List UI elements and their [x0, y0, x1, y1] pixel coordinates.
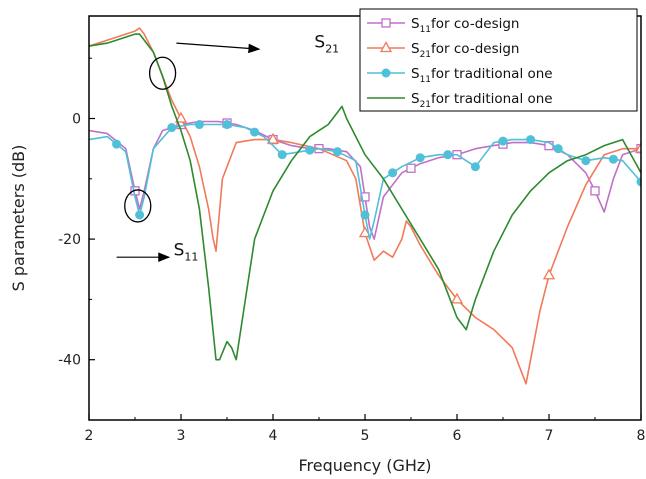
data-point-s11_traditional	[360, 210, 370, 220]
annotation-S11: S11	[116, 189, 199, 263]
data-point-s11_traditional	[135, 210, 145, 220]
data-point-s21_codesign	[450, 292, 464, 304]
x-tick-label: 8	[637, 428, 646, 444]
y-tick-label: 0	[72, 112, 81, 128]
annotation-label: S11	[174, 240, 199, 263]
legend-label: S21for co-design	[411, 41, 519, 60]
series-s11_traditional	[89, 120, 641, 240]
legend-item-s21_codesign: S21for co-design	[367, 41, 519, 60]
legend-marker	[379, 41, 393, 53]
y-axis-label: S parameters (dB)	[9, 145, 28, 292]
y-tick-label: -40	[58, 353, 81, 369]
data-point-s11_traditional	[250, 127, 260, 137]
data-point-s11_traditional	[305, 145, 315, 155]
x-tick-label: 6	[453, 428, 462, 444]
legend-label: S21for traditional one	[411, 91, 553, 110]
data-point-s11_traditional	[222, 120, 232, 130]
legend-label: S11for traditional one	[411, 66, 553, 85]
data-point-s11_codesign	[590, 186, 600, 196]
data-point-s11_traditional	[332, 147, 342, 157]
data-point-s21_codesign	[266, 132, 280, 144]
series-s11_codesign	[89, 118, 641, 240]
data-point-s11_traditional	[553, 144, 563, 154]
x-tick-label: 5	[361, 428, 370, 444]
highlight-ellipse	[148, 56, 177, 90]
annotation-S21: S21	[148, 32, 339, 90]
series-line-s11_codesign	[89, 120, 641, 240]
legend-item-s11_traditional: S11for traditional one	[367, 66, 553, 85]
series-line-s21_traditional	[89, 33, 641, 361]
data-point-s11_traditional	[526, 135, 536, 145]
x-tick-label: 3	[177, 428, 186, 444]
x-axis-label: Frequency (GHz)	[298, 456, 431, 475]
data-point-s11_traditional	[636, 177, 641, 187]
legend-marker	[381, 68, 391, 78]
data-point-s11_traditional	[277, 150, 287, 160]
data-point-s11_traditional	[112, 139, 122, 149]
data-point-s21_codesign	[634, 141, 641, 153]
data-point-s11_traditional	[194, 120, 204, 130]
data-point-s11_codesign	[406, 163, 416, 173]
x-tick-label: 7	[545, 428, 554, 444]
data-point-s11_traditional	[443, 150, 453, 160]
highlight-ellipse	[124, 189, 152, 223]
data-point-s11_traditional	[415, 153, 425, 163]
data-point-s21_codesign	[542, 268, 556, 280]
data-point-s11_traditional	[388, 168, 398, 178]
series-line-s11_traditional	[89, 123, 641, 240]
annotation-label: S21	[314, 32, 339, 55]
legend-marker	[381, 18, 391, 28]
x-tick-label: 2	[85, 428, 94, 444]
data-point-s11_traditional	[608, 154, 618, 164]
data-point-s11_traditional	[167, 123, 177, 133]
data-point-s11_codesign	[360, 192, 370, 202]
legend-box	[359, 8, 638, 112]
data-point-s21_codesign	[174, 111, 188, 123]
series-s21_traditional	[89, 33, 641, 361]
legend: S11for co-design S21for co-design S11for t…	[359, 8, 638, 112]
data-point-s11_traditional	[498, 136, 508, 146]
legend-item-s21_traditional: S21for traditional one	[367, 91, 553, 110]
data-point-s11_traditional	[581, 156, 591, 166]
legend-item-s11_codesign: S11for co-design	[367, 16, 519, 35]
legend-label: S11for co-design	[411, 16, 519, 35]
data-point-s11_traditional	[470, 162, 480, 172]
x-tick-label: 4	[269, 428, 278, 444]
y-tick-label: -20	[58, 232, 81, 248]
annotation-arrow	[176, 42, 261, 54]
